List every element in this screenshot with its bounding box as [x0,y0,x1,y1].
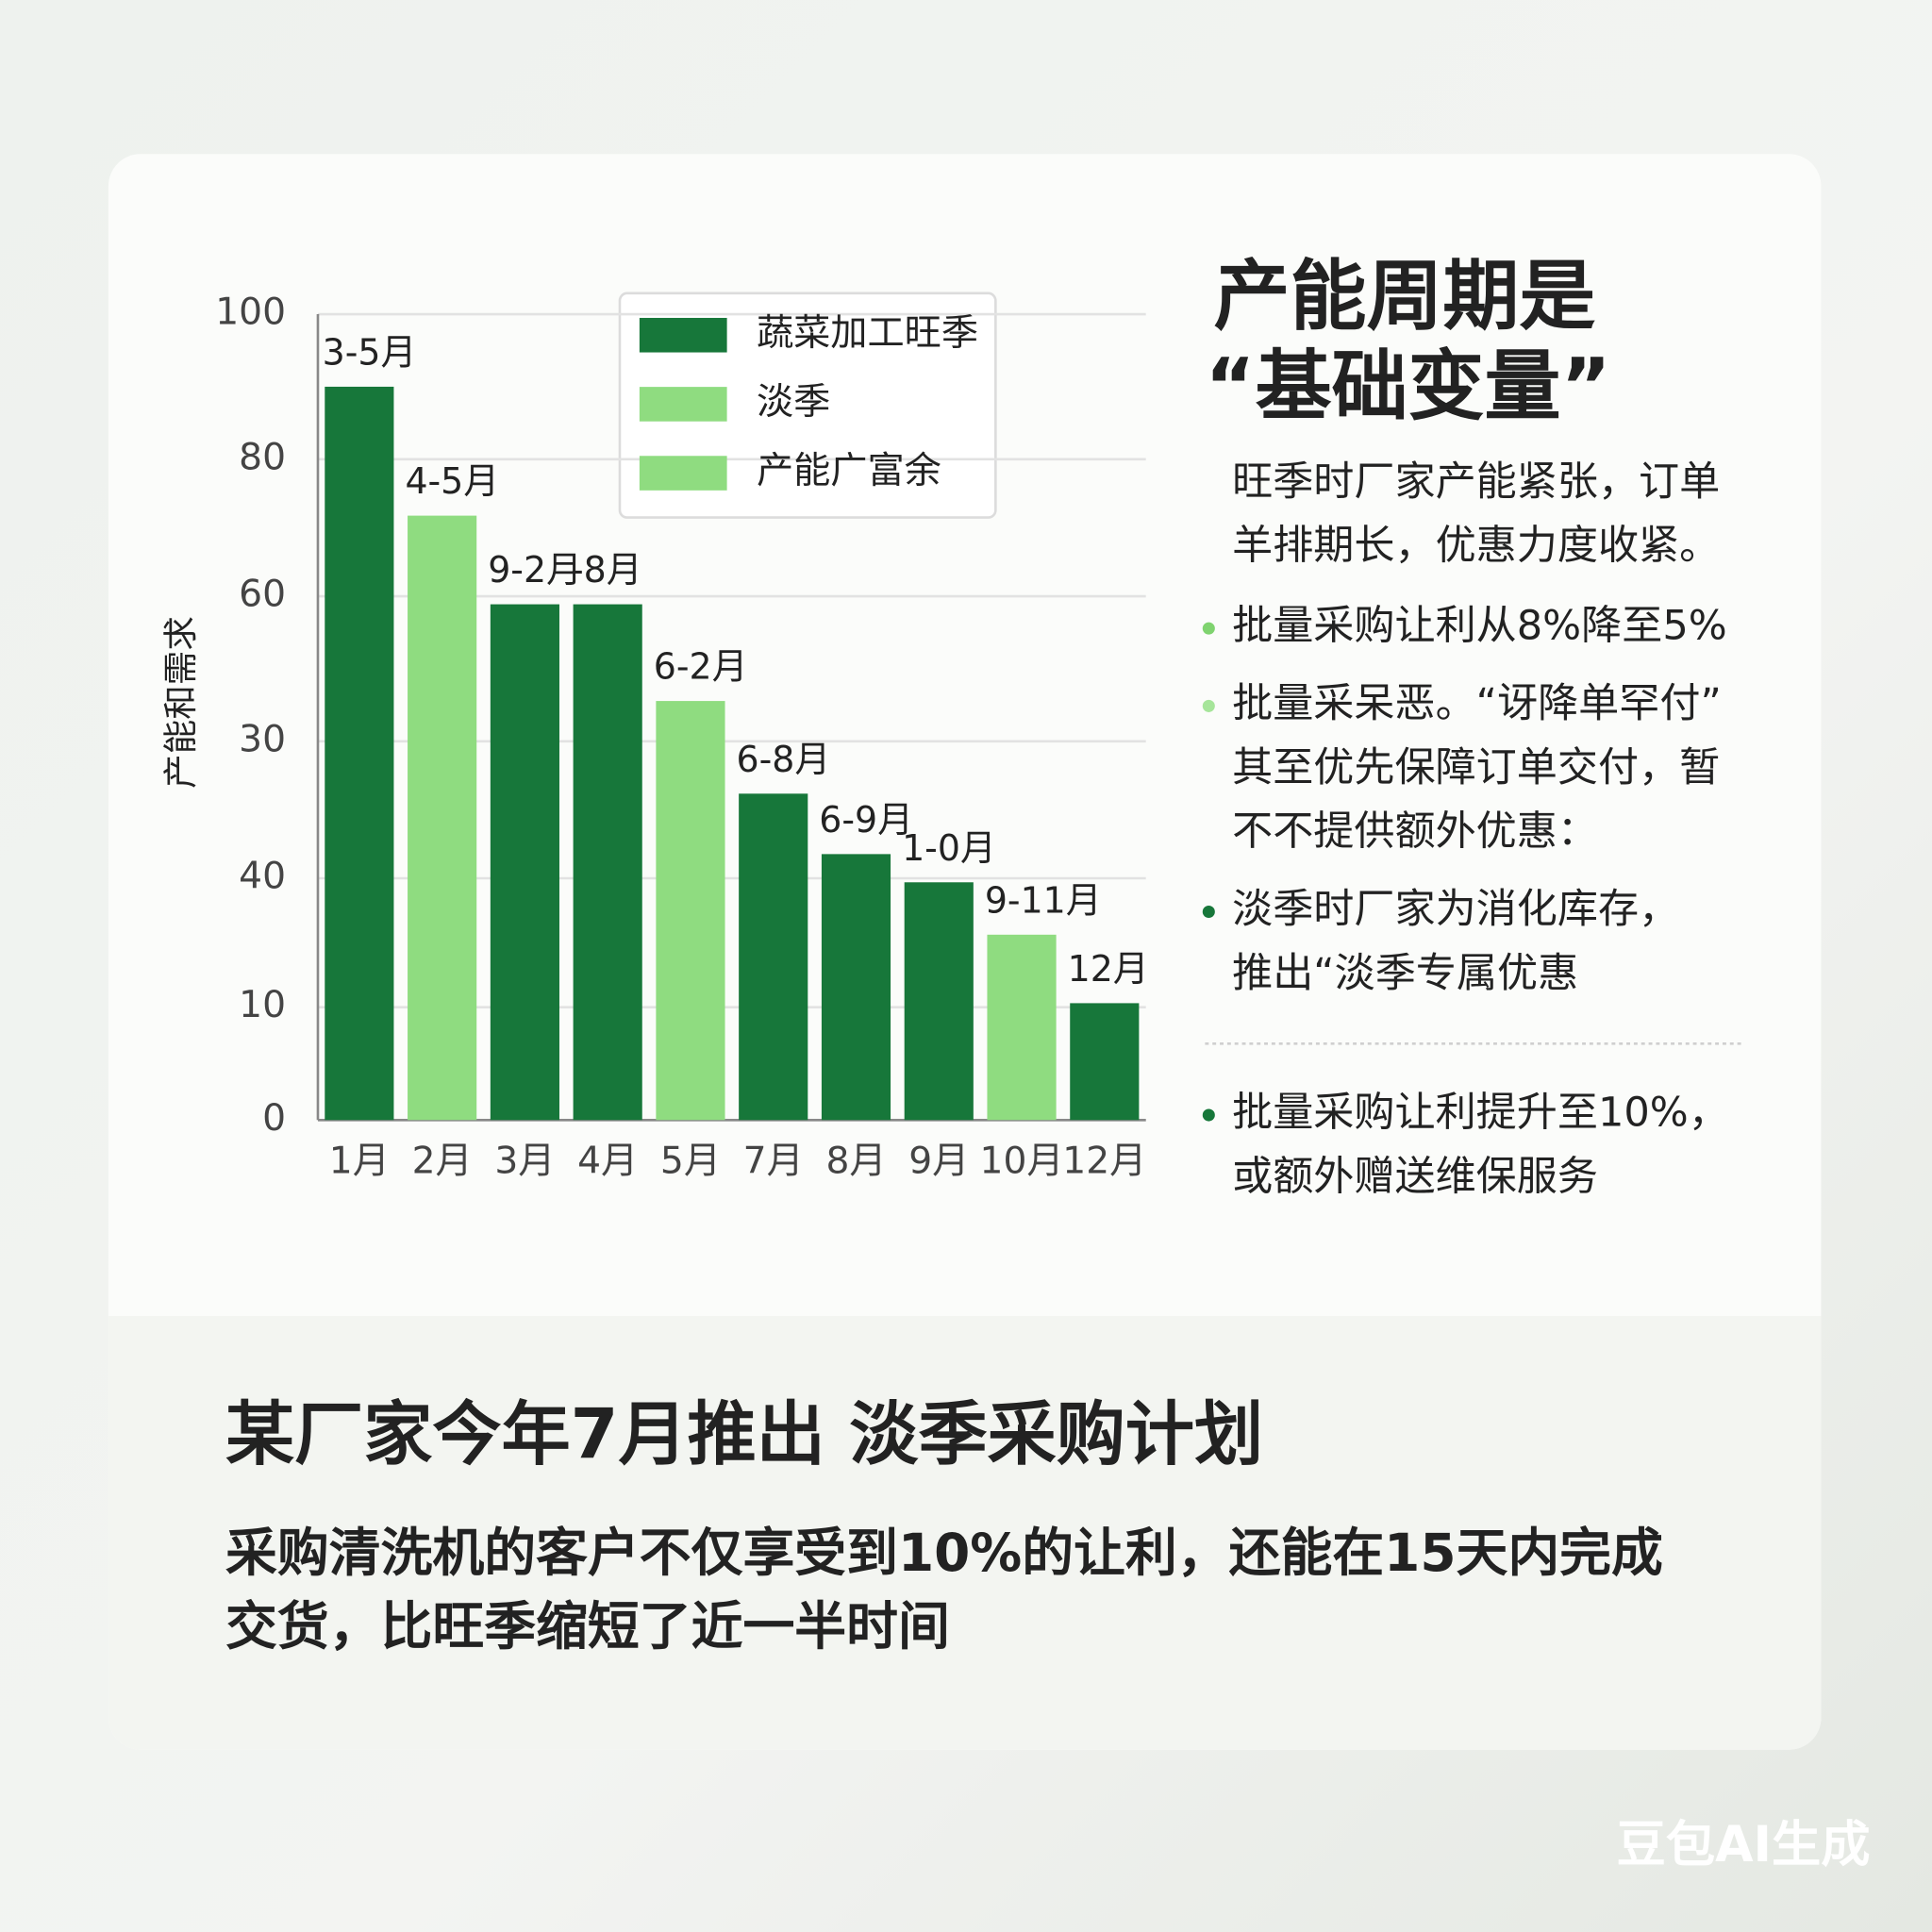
footer-body: 采购清洗机的客户不仅享受到10%的让利，还能在15天内完成 [225,1523,1663,1583]
legend-swatch [639,317,727,353]
x-tick-label: 4月 [577,1140,638,1182]
legend-label: 产能广富余 [757,450,941,492]
bar [325,386,394,1121]
bar [573,604,642,1121]
x-tick-label: 3月 [494,1140,555,1182]
watermark: 豆包AI生成 [1617,1817,1871,1874]
bullet-text: 其至优先保障订单交付，暂 [1232,744,1720,791]
x-tick-label: 2月 [412,1140,473,1182]
x-tick-label: 1月 [329,1140,390,1182]
bullet-text: 批量采购让利提升至10%， [1232,1090,1729,1137]
panel-title: “基础变量” [1205,342,1610,431]
bar-annotation: 9-2月 [488,549,582,591]
bullet-text: 或额外赠送维保服务 [1232,1153,1598,1200]
x-tick-label: 7月 [743,1140,804,1182]
x-tick-label: 8月 [825,1140,886,1182]
bullet-text: 推出“淡季专属优惠 [1232,950,1578,997]
bullet-dot [1202,1108,1215,1122]
bar-annotation: 6-9月 [819,799,913,841]
bullet-text: 批量采购让利从8%降至5% [1232,603,1727,650]
bar-annotation: 3-5月 [323,331,417,373]
bar [408,515,477,1121]
y-tick-label: 100 [215,291,286,334]
bar-annotation: 12月 [1068,948,1149,990]
y-tick-label: 60 [239,574,286,616]
x-tick-label: 9月 [908,1140,969,1182]
bullet-text: 淡季时厂家为消化库存， [1232,886,1679,933]
y-tick-label: 30 [239,718,286,760]
y-tick-label: 10 [239,984,286,1026]
y-tick-label: 40 [239,856,286,898]
x-tick-label: 5月 [660,1140,721,1182]
bullet-text: 不不提供额外优惠： [1232,808,1598,856]
card-footer [108,1315,1822,1750]
bar [904,882,974,1121]
bar [490,604,559,1121]
bar [739,793,808,1121]
bullet-dot [1202,622,1215,635]
legend-swatch [639,456,727,491]
legend-swatch [639,387,727,422]
y-tick-label: 80 [239,436,286,478]
x-tick-label: 10月 [980,1140,1064,1182]
bar [1070,1003,1140,1121]
legend-label: 淡季 [757,381,830,424]
bar-annotation: 9-11月 [985,879,1102,921]
bar [821,854,891,1121]
footer-body: 交货，比旺季缩短了近一半时间 [225,1596,950,1657]
panel-paragraph: 羊排期长，优惠力度收紧。 [1232,523,1720,570]
bar-annotation: 4-5月 [405,460,499,502]
bar-annotation: 6-2月 [654,646,748,688]
bullet-text: 批量采呆恶。“讶降单罕付” [1232,680,1722,727]
bar-annotation: -8月 [571,549,642,591]
y-axis-label: 产能和需求 [160,616,201,789]
bullet-dot [1202,699,1215,712]
bullet-dot [1202,906,1215,919]
bar [987,934,1057,1121]
footer-title: 某厂家今年7月推出 淡季采购计划 [225,1395,1263,1475]
x-tick-label: 12月 [1062,1140,1146,1182]
panel-title: 产能周期是 [1214,253,1596,341]
legend-label: 蔬菜加工旺季 [757,312,978,355]
bar-annotation: 1-0月 [902,827,996,869]
y-tick-label: 0 [262,1097,286,1140]
bar [656,701,725,1121]
panel-paragraph: 旺季时厂家产能紧张，订单 [1232,458,1720,506]
bar-annotation: 6-8月 [737,739,831,780]
